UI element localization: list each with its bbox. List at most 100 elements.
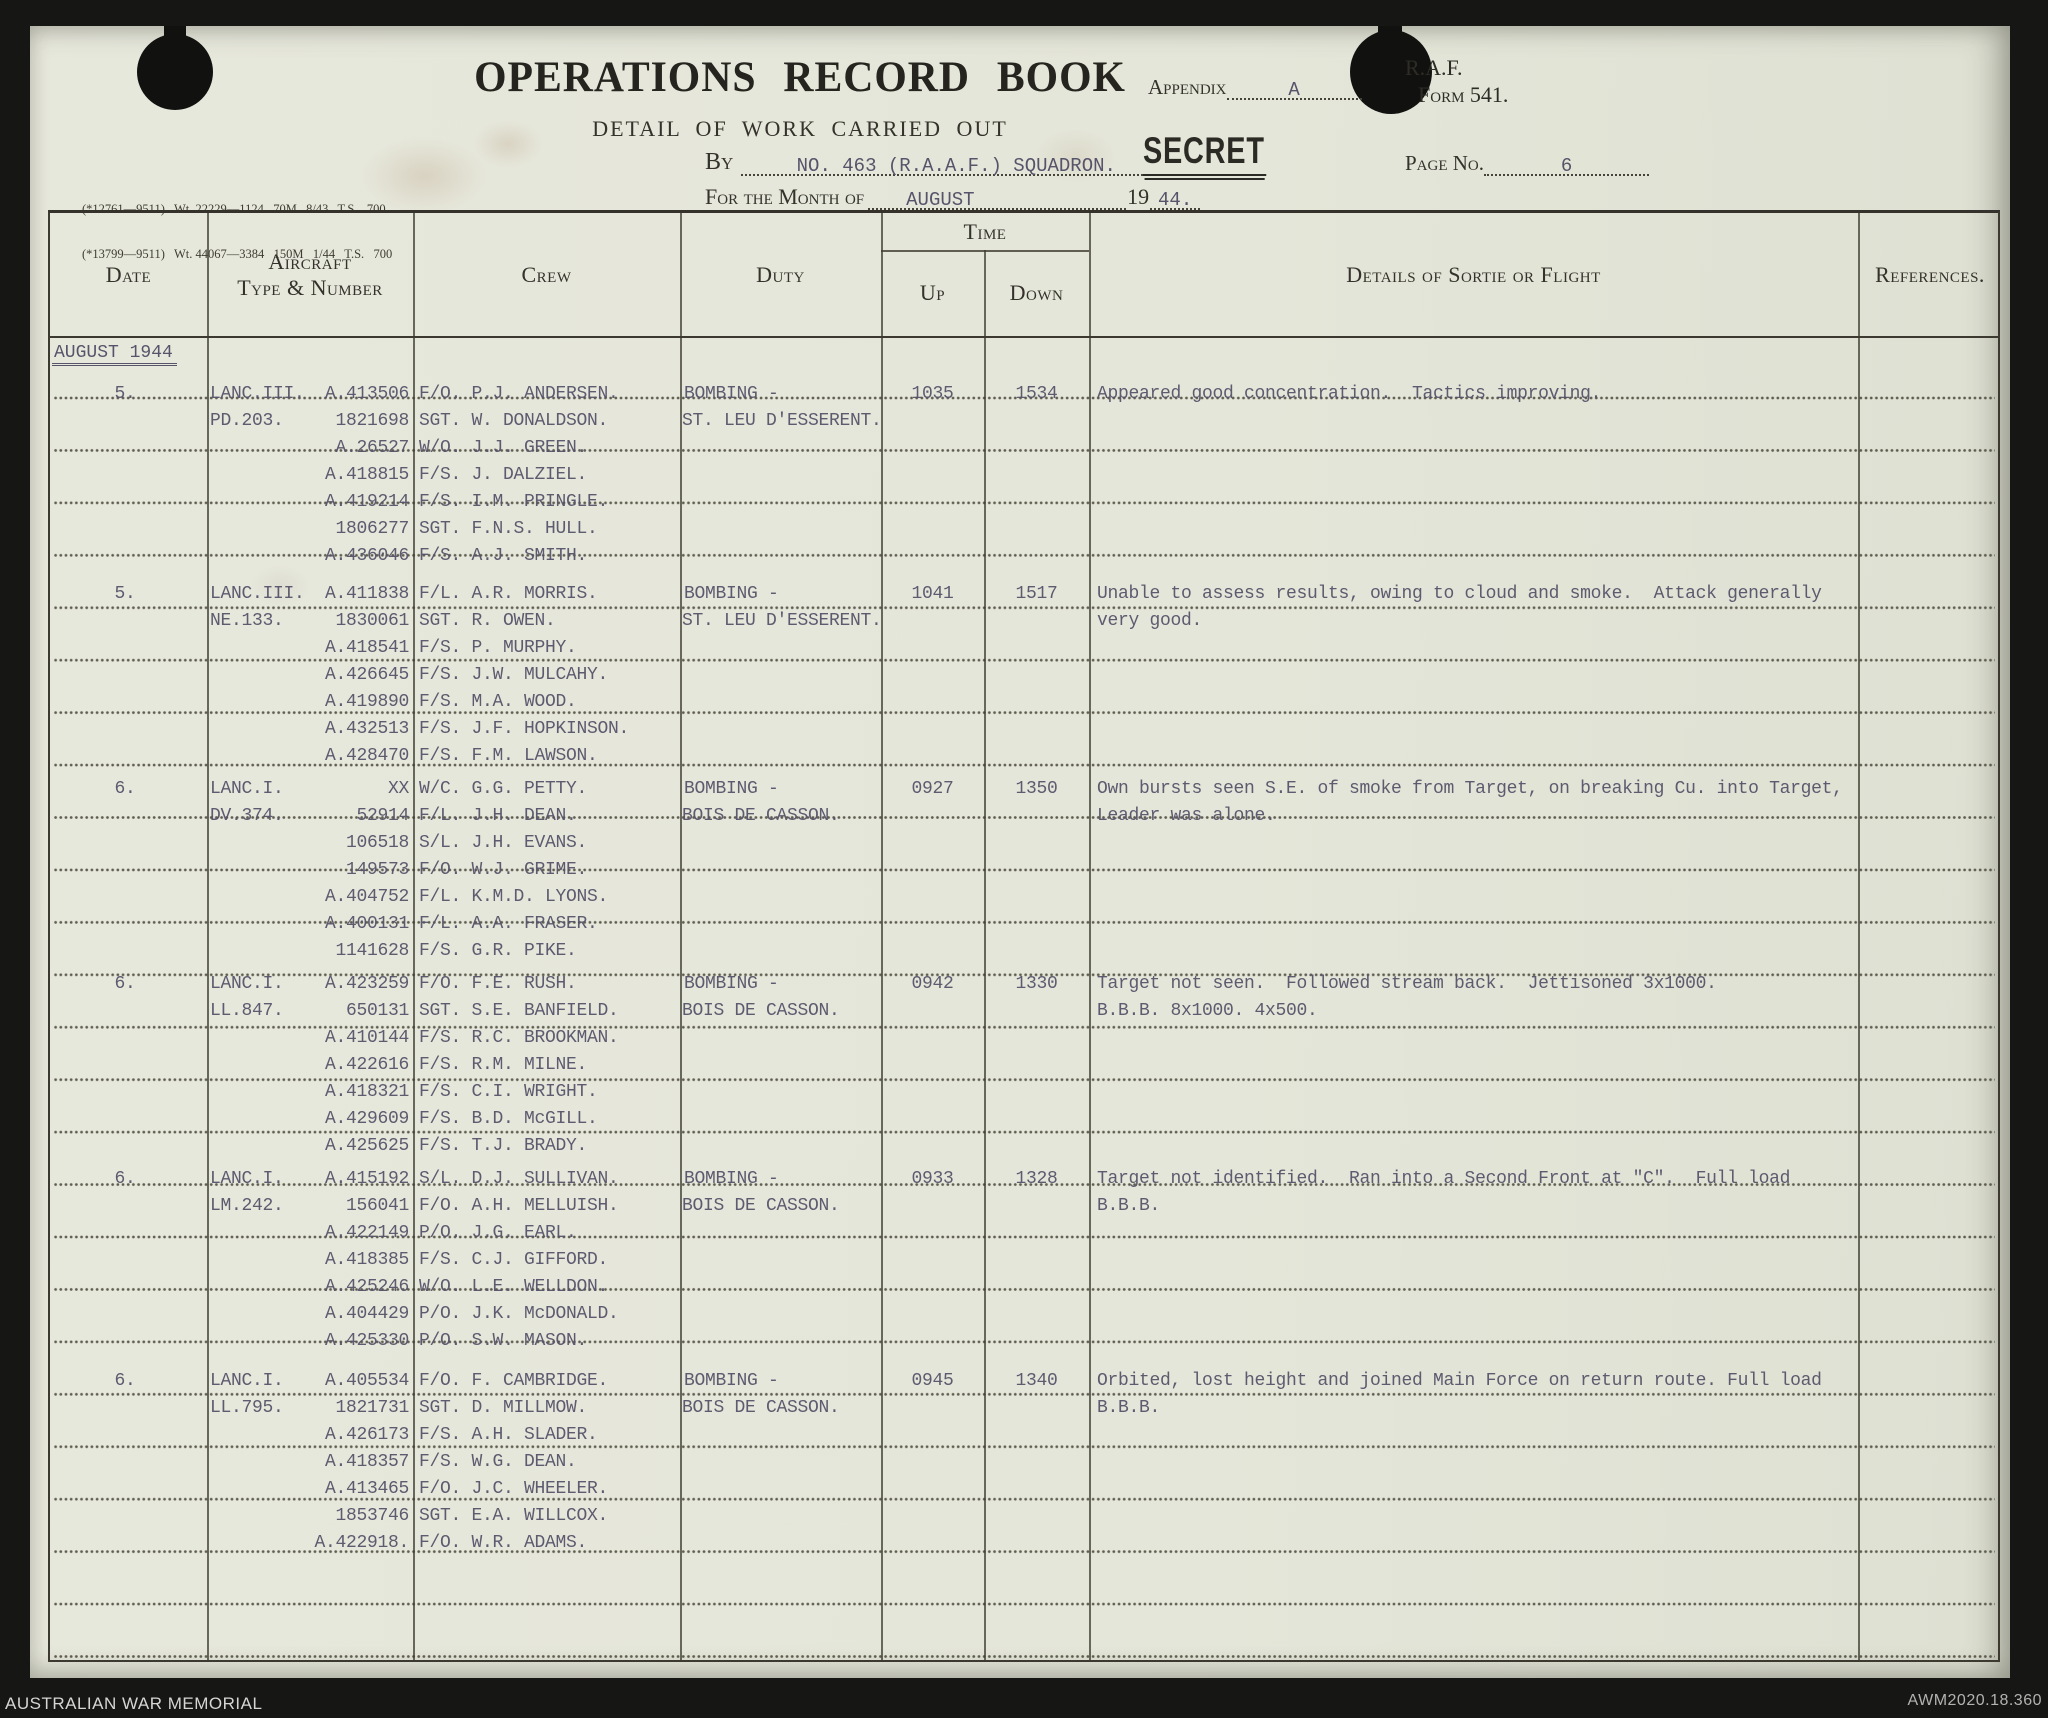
aircraft-serial: NE.133. [210, 611, 284, 631]
crew-name: F/L. A.A. FRASER. [419, 914, 598, 934]
aircraft-type: LANC.I. [210, 1371, 284, 1391]
by-leader: NO. 463 (R.A.A.F.) SQUADRON. [741, 146, 1172, 177]
crew-number: A.410144 [324, 1028, 409, 1048]
duty-line2: BOIS DE CASSON. [682, 1001, 840, 1021]
crew-name: F/S. J.W. MULCAHY. [419, 665, 609, 685]
crew-name: F/S. C.I. WRIGHT. [419, 1082, 598, 1102]
time-up-value: 0942 [911, 974, 954, 994]
column-header-aircraft-line1: Aircraft [268, 248, 352, 274]
details-line2: B.B.B. 8x1000. 4x500. [1097, 1001, 1318, 1021]
column-header-down: Down [1009, 280, 1064, 305]
punch-hole-circle [137, 34, 213, 110]
table-row: 6. LANC.I. LL.847. A.423259 650131 A.410… [50, 971, 2002, 1161]
crew-name: F/O. A.H. MELLUISH. [419, 1196, 619, 1216]
entry-date: 5. [114, 584, 136, 604]
crew-number: 1821731 [335, 1398, 409, 1418]
duty-line2: BOIS DE CASSON. [682, 1398, 840, 1418]
raf-line1: R.A.F. [1405, 55, 1463, 80]
details-line1: Orbited, lost height and joined Main For… [1097, 1371, 1822, 1391]
column-divider [1089, 213, 1091, 1660]
crew-number: A.422149 [324, 1223, 409, 1243]
duty-line1: BOMBING - [684, 584, 779, 604]
time-up-value: 1035 [911, 384, 954, 404]
duty-line1: BOMBING - [684, 384, 779, 404]
crew-number: A.429609 [324, 1109, 409, 1129]
aircraft-serial: DV.374. [210, 806, 284, 826]
crew-name: F/L. A.R. MORRIS. [419, 584, 598, 604]
crew-number: A.419214 [324, 492, 409, 512]
crew-name: F/S. I.M. PRINGLE. [419, 492, 609, 512]
appendix-line: Appendix A [1148, 70, 1362, 101]
crew-name: F/S. B.D. McGILL. [419, 1109, 598, 1129]
crew-name: F/S. C.J. GIFFORD. [419, 1250, 609, 1270]
crew-name: F/L. J.H. DEAN. [419, 806, 577, 826]
crew-name: W/O. J.J. GREEN. [419, 438, 588, 458]
crew-number: 52914 [356, 806, 409, 826]
page-no-label: Page No. [1405, 151, 1485, 175]
crew-name: SGT. S.E. BANFIELD. [419, 1001, 619, 1021]
crew-name: P/O. J.K. McDONALD. [419, 1304, 619, 1324]
crew-number: A.418385 [324, 1250, 409, 1270]
crew-number: A.418541 [324, 638, 409, 658]
crew-number: A.425330 [324, 1331, 409, 1351]
crew-name: S/L. J.H. EVANS. [419, 833, 588, 853]
details-line1: Own bursts seen S.E. of smoke from Targe… [1097, 779, 1843, 799]
duty-line1: BOMBING - [684, 779, 779, 799]
month-label: For the Month of [705, 184, 865, 209]
archive-attribution-right: AWM2020.18.360 [1907, 1692, 2042, 1709]
crew-name: W/C. G.G. PETTY. [419, 779, 588, 799]
crew-number: 1821698 [335, 411, 409, 431]
crew-number: A.26527 [335, 438, 409, 458]
details-line2: Leader was alone. [1097, 806, 1276, 826]
column-header-details: Details of Sortie or Flight [1346, 261, 1601, 287]
entry-date: 5. [114, 384, 136, 404]
column-divider [1858, 213, 1860, 1660]
time-up-value: 0927 [911, 779, 954, 799]
crew-name: F/S. P. MURPHY. [419, 638, 577, 658]
month-leader: AUGUST [868, 180, 1127, 211]
crew-name: F/S. R.C. BROOKMAN. [419, 1028, 619, 1048]
duty-line2: ST. LEU D'ESSERENT. [682, 411, 882, 431]
crew-number: A.419890 [324, 692, 409, 712]
document-page: OPERATIONS RECORD BOOK DETAIL OF WORK CA… [30, 26, 2010, 1678]
crew-name: SGT. W. DONALDSON. [419, 411, 609, 431]
appendix-label: Appendix [1148, 75, 1227, 99]
crew-number: A.436046 [324, 546, 409, 566]
crew-name: F/S. A.H. SLADER. [419, 1425, 598, 1445]
table-row: 6. LANC.I. LM.242. A.415192 156041 A.422… [50, 1166, 2002, 1356]
crew-number: A.432513 [324, 719, 409, 739]
by-label: By [705, 149, 734, 175]
secret-stamp: SECRET [1143, 130, 1267, 180]
column-header-references: References. [1875, 261, 1985, 287]
aircraft-serial: LL.795. [210, 1398, 284, 1418]
raf-line2: Form 541. [1418, 82, 1509, 107]
time-up-value: 0945 [911, 1371, 954, 1391]
details-line2: B.B.B. [1097, 1398, 1161, 1418]
details-line1: Appeared good concentration. Tactics imp… [1097, 384, 1602, 404]
crew-name: F/S. J.F. HOPKINSON. [419, 719, 630, 739]
table-row: 5. LANC.III. NE.133. A.411838 1830061 A.… [50, 581, 2002, 771]
crew-name: F/S. R.M. MILNE. [419, 1055, 588, 1075]
table-row: 5. LANC.III. PD.203. A.413506 1821698 A.… [50, 381, 2002, 571]
crew-name: F/S. A.J. SMITH. [419, 546, 588, 566]
entry-date: 6. [114, 1169, 136, 1189]
time-up-value: 0933 [911, 1169, 954, 1189]
duty-line1: BOMBING - [684, 1169, 779, 1189]
time-down-value: 1350 [1015, 779, 1058, 799]
crew-number: 106518 [345, 833, 409, 853]
header-separator [50, 336, 1998, 338]
column-divider [680, 213, 682, 1660]
details-line2: B.B.B. [1097, 1196, 1161, 1216]
crew-number: A.413465 [324, 1479, 409, 1499]
aircraft-type: LANC.I. [210, 974, 284, 994]
entry-date: 6. [114, 1371, 136, 1391]
details-line1: Target not identified. Ran into a Second… [1097, 1169, 1791, 1189]
crew-name: F/S. T.J. BRADY. [419, 1136, 588, 1156]
duty-line2: ST. LEU D'ESSERENT. [682, 611, 882, 631]
crew-number: 1806277 [335, 519, 409, 539]
page-no-value: 6 [1560, 155, 1573, 177]
crew-number: A.418815 [324, 465, 409, 485]
crew-number: A.418321 [324, 1082, 409, 1102]
crew-number: 149573 [345, 860, 409, 880]
operations-table: Date Aircraft Type & Number Crew Duty Ti… [48, 210, 2000, 1662]
